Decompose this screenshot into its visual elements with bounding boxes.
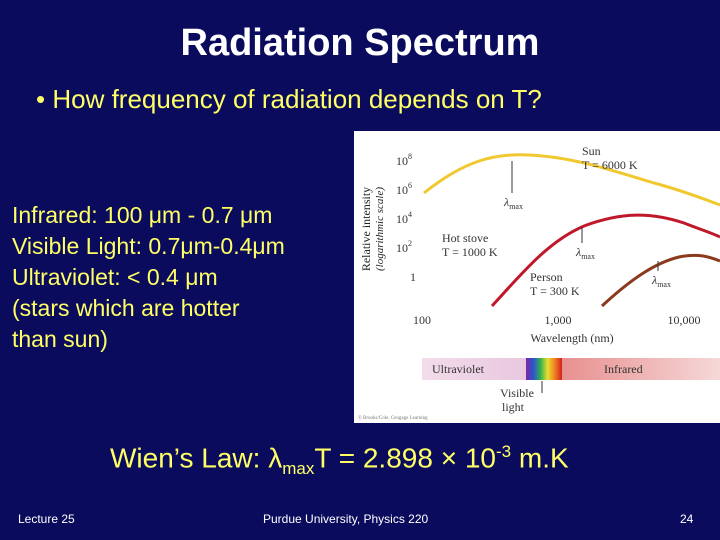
stove-curve bbox=[490, 213, 720, 308]
uv-label: Ultraviolet bbox=[432, 362, 485, 376]
person-label: Person bbox=[530, 270, 563, 284]
uv-band bbox=[422, 358, 526, 380]
course-name: Purdue University, Physics 220 bbox=[263, 512, 429, 526]
note-line-1: (stars which are hotter bbox=[12, 295, 240, 321]
y-axis-label: Relative intensity bbox=[359, 187, 373, 271]
person-temp: T = 300 K bbox=[530, 284, 580, 298]
lecture-number: Lecture 25 bbox=[18, 512, 75, 526]
ultraviolet-range: Ultraviolet: < 0.4 μm bbox=[12, 264, 218, 290]
stove-lambda-max: λmax bbox=[575, 245, 595, 261]
ir-label: Infrared bbox=[604, 362, 643, 376]
ir-band bbox=[562, 358, 720, 380]
y-tick-1e8: 108 bbox=[396, 152, 412, 168]
person-lambda-max: λmax bbox=[651, 273, 671, 289]
y-axis-sublabel: (logarithmic scale) bbox=[374, 187, 386, 271]
person-curve bbox=[600, 253, 720, 308]
slide-number: 24 bbox=[680, 512, 694, 526]
visible-label-1: Visible bbox=[500, 386, 534, 400]
wavelength-ranges: Infrared: 100 μm - 0.7 μm Visible Light:… bbox=[12, 200, 285, 355]
blackbody-figure: Relative intensity (logarithmic scale) 1… bbox=[354, 131, 720, 423]
sun-lambda-max: λmax bbox=[503, 195, 523, 211]
x-tick-10000: 10,000 bbox=[668, 313, 701, 327]
y-tick-1e6: 106 bbox=[396, 181, 412, 197]
bullet-question: • How frequency of radiation depends on … bbox=[36, 84, 542, 114]
slide-title: Radiation Spectrum bbox=[180, 22, 540, 64]
x-tick-1000: 1,000 bbox=[545, 313, 572, 327]
note-line-2: than sun) bbox=[12, 326, 108, 352]
visible-label-2: light bbox=[502, 400, 525, 414]
y-tick-1e4: 104 bbox=[396, 210, 412, 226]
sun-label: Sun bbox=[582, 144, 601, 158]
visible-range: Visible Light: 0.7μm-0.4μm bbox=[12, 233, 285, 259]
stove-temp: T = 1000 K bbox=[442, 245, 498, 259]
sun-temp: T = 6000 K bbox=[582, 158, 638, 172]
stove-label: Hot stove bbox=[442, 231, 488, 245]
x-tick-100: 100 bbox=[413, 313, 431, 327]
wien-law: Wien’s Law: λmaxT = 2.898 × 10-3 m.K bbox=[110, 442, 569, 478]
copyright: © Brooks/Cole, Cengage Learning bbox=[358, 415, 428, 421]
sun-curve bbox=[423, 153, 720, 207]
y-tick-1e2: 102 bbox=[396, 239, 412, 255]
x-axis-label: Wavelength (nm) bbox=[530, 331, 613, 345]
infrared-range: Infrared: 100 μm - 0.7 μm bbox=[12, 202, 273, 228]
y-tick-1: 1 bbox=[410, 270, 416, 284]
visible-band bbox=[526, 358, 562, 380]
